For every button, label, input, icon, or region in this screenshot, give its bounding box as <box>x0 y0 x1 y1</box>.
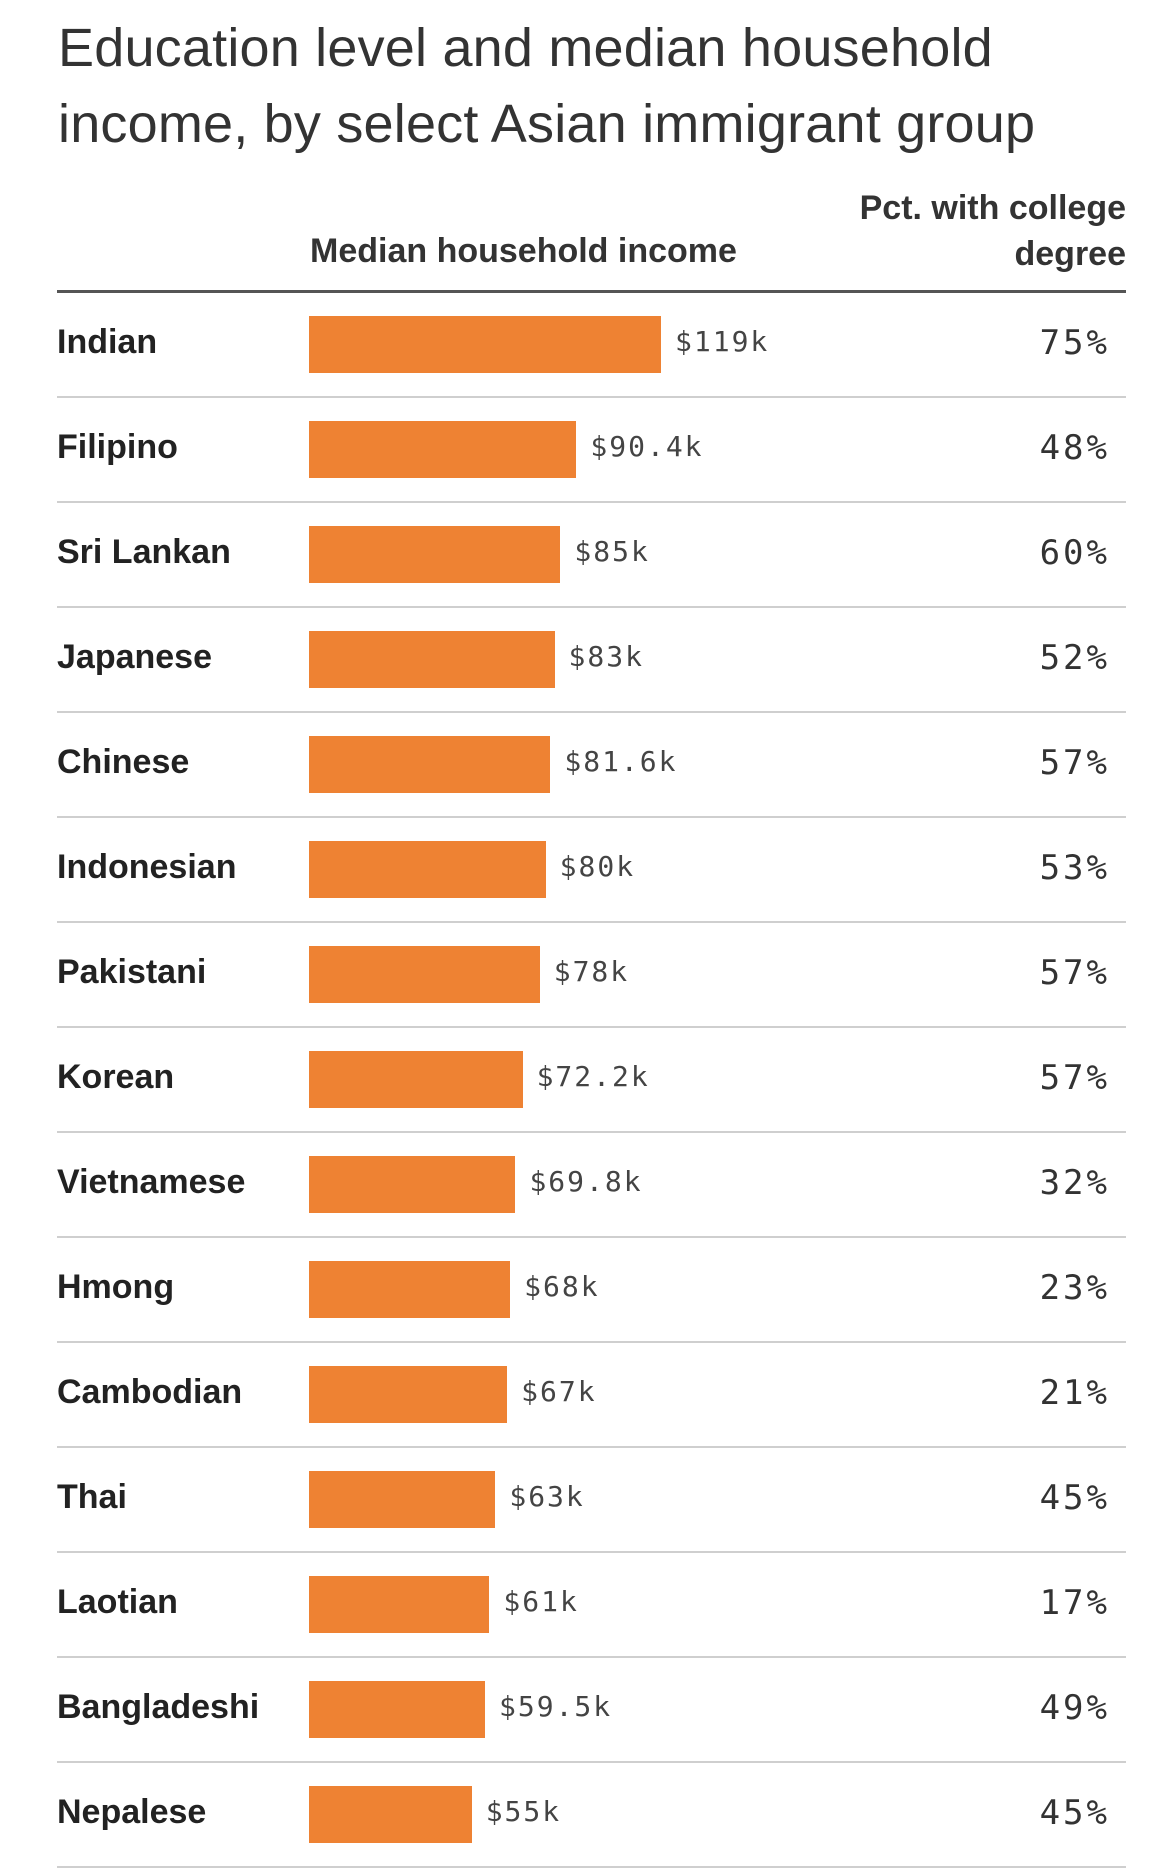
income-value-label: $83k <box>568 640 644 673</box>
category-label: Cambodian <box>57 1373 243 1411</box>
row-divider <box>57 921 1126 923</box>
row-divider <box>57 816 1126 818</box>
row-divider <box>57 711 1126 713</box>
table-row: Bangladeshi $59.5k 49% <box>57 1658 1126 1763</box>
category-label: Laotian <box>57 1583 178 1621</box>
income-bar <box>309 1051 523 1108</box>
college-pct-value: 17% <box>1039 1583 1110 1623</box>
income-bar <box>309 631 555 688</box>
college-pct-value: 21% <box>1039 1373 1110 1413</box>
table-row: Chinese $81.6k 57% <box>57 713 1126 818</box>
college-pct-value: 53% <box>1039 848 1110 888</box>
category-label: Hmong <box>57 1268 175 1306</box>
category-label: Thai <box>57 1478 127 1516</box>
category-label: Japanese <box>57 638 212 676</box>
income-value-label: $67k <box>521 1375 597 1408</box>
income-value-label: $69.8k <box>529 1165 643 1198</box>
table-row: Hmong $68k 23% <box>57 1238 1126 1343</box>
income-value-label: $68k <box>524 1270 600 1303</box>
row-divider <box>57 1656 1126 1658</box>
income-value-label: $85k <box>574 535 650 568</box>
header-rule <box>57 290 1126 293</box>
table-row: Filipino $90.4k 48% <box>57 398 1126 503</box>
table-row: Nepalese $55k 45% <box>57 1763 1126 1868</box>
college-pct-value: 32% <box>1039 1163 1110 1203</box>
income-value-label: $63k <box>509 1480 585 1513</box>
category-label: Bangladeshi <box>57 1688 260 1726</box>
college-pct-value: 60% <box>1039 533 1110 573</box>
income-bar <box>309 316 661 373</box>
income-value-label: $119k <box>675 325 770 358</box>
college-pct-value: 45% <box>1039 1793 1110 1833</box>
income-column-header: Median household income <box>310 232 737 270</box>
pct-column-header: Pct. with college degree <box>859 189 1126 273</box>
college-pct-value: 48% <box>1039 428 1110 468</box>
row-divider <box>57 1446 1126 1448</box>
page-title: Education level and median household inc… <box>58 18 1036 154</box>
table-row: Korean $72.2k 57% <box>57 1028 1126 1133</box>
table-row: Vietnamese $69.8k 32% <box>57 1133 1126 1238</box>
category-label: Pakistani <box>57 953 207 991</box>
table-row: Thai $63k 45% <box>57 1448 1126 1553</box>
row-divider <box>57 501 1126 503</box>
college-pct-value: 75% <box>1039 323 1110 363</box>
category-label: Sri Lankan <box>57 533 231 571</box>
table-row: Cambodian $67k 21% <box>57 1343 1126 1448</box>
category-label: Indian <box>57 323 158 361</box>
category-label: Indonesian <box>57 848 237 886</box>
table-row: Indian $119k 75% <box>57 293 1126 398</box>
category-label: Korean <box>57 1058 175 1096</box>
income-bar <box>309 1261 511 1318</box>
table-row: Indonesian $80k 53% <box>57 818 1126 923</box>
college-pct-value: 57% <box>1039 1058 1110 1098</box>
income-bar <box>309 946 540 1003</box>
row-divider <box>57 1026 1126 1028</box>
income-value-label: $72.2k <box>536 1060 650 1093</box>
income-value-label: $90.4k <box>590 430 704 463</box>
row-divider <box>57 1131 1126 1133</box>
income-value-label: $80k <box>559 850 636 883</box>
income-bar <box>309 421 577 478</box>
category-label: Vietnamese <box>57 1163 246 1201</box>
row-divider <box>57 1761 1126 1763</box>
income-bar <box>309 1366 508 1423</box>
income-bar <box>309 1156 516 1213</box>
income-value-label: $55k <box>485 1795 562 1828</box>
college-pct-value: 57% <box>1039 953 1110 993</box>
category-label: Filipino <box>57 428 178 466</box>
income-bar <box>309 1786 472 1843</box>
category-label: Chinese <box>57 743 190 781</box>
income-value-label: $78k <box>553 955 630 988</box>
row-divider <box>57 1236 1126 1238</box>
income-bar <box>309 1471 496 1528</box>
income-value-label: $59.5k <box>499 1690 613 1723</box>
college-pct-value: 52% <box>1039 638 1110 678</box>
income-value-label: $61k <box>503 1585 579 1618</box>
income-bar <box>309 841 546 898</box>
table-row: Pakistani $78k 57% <box>57 923 1126 1028</box>
category-label: Nepalese <box>57 1793 207 1831</box>
table-row: Japanese $83k 52% <box>57 608 1126 713</box>
table-row: Laotian $61k 17% <box>57 1553 1126 1658</box>
income-bar <box>309 1576 490 1633</box>
income-bar <box>309 1681 485 1738</box>
college-pct-value: 49% <box>1039 1688 1110 1728</box>
row-divider <box>57 1341 1126 1343</box>
income-bar <box>309 736 551 793</box>
row-divider <box>57 1551 1126 1553</box>
table-row: Sri Lankan $85k 60% <box>57 503 1126 608</box>
row-divider <box>57 396 1126 398</box>
college-pct-value: 45% <box>1039 1478 1110 1518</box>
college-pct-value: 57% <box>1039 743 1110 783</box>
income-bar <box>309 526 561 583</box>
row-divider <box>57 606 1126 608</box>
college-pct-value: 23% <box>1039 1268 1110 1308</box>
income-value-label: $81.6k <box>564 745 678 778</box>
